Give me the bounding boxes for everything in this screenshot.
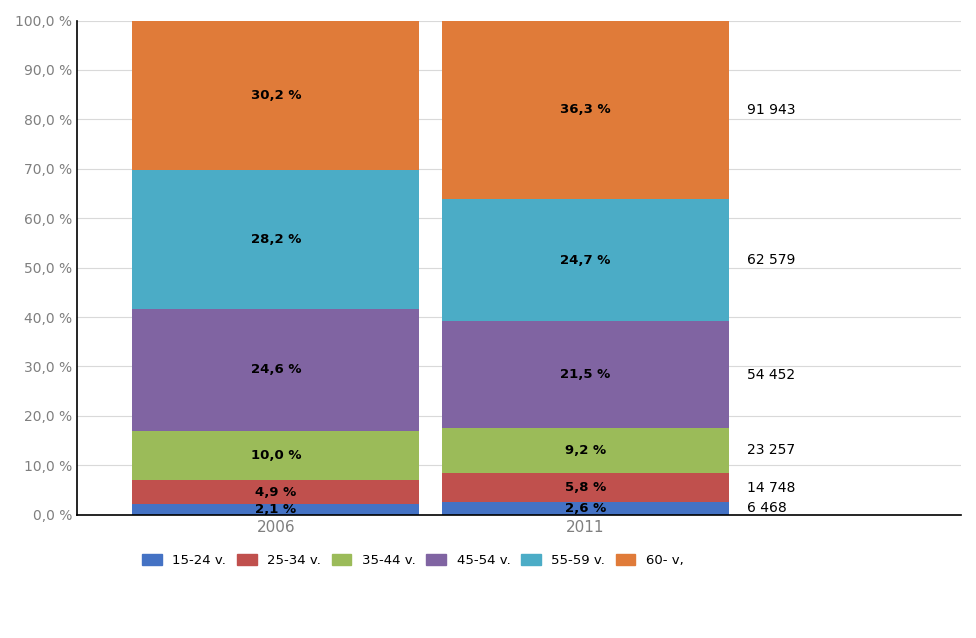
Text: 24,7 %: 24,7 % [560,254,610,267]
Bar [132,480,420,504]
Bar [441,20,729,200]
Text: 14 748: 14 748 [747,480,795,494]
Bar [441,502,729,515]
Text: 4,9 %: 4,9 % [255,486,297,499]
Text: 5,8 %: 5,8 % [564,481,606,494]
Bar [441,473,729,502]
Text: 24,6 %: 24,6 % [251,364,301,376]
Legend: 15-24 v., 25-34 v., 35-44 v., 45-54 v., 55-59 v., 60- v,: 15-24 v., 25-34 v., 35-44 v., 45-54 v., … [137,549,689,572]
Bar [132,309,420,431]
Text: 28,2 %: 28,2 % [251,233,301,246]
Text: 62 579: 62 579 [747,253,795,267]
Text: 23 257: 23 257 [747,443,794,457]
Text: 2,1 %: 2,1 % [256,503,297,516]
Bar [132,20,420,170]
Text: 9,2 %: 9,2 % [565,444,606,457]
Text: 10,0 %: 10,0 % [251,449,301,462]
Bar [132,504,420,515]
Text: 21,5 %: 21,5 % [560,368,610,381]
Bar [441,200,729,322]
Bar [132,431,420,480]
Bar [441,427,729,473]
Text: 2,6 %: 2,6 % [564,501,606,515]
Bar [132,170,420,309]
Text: 54 452: 54 452 [747,367,794,382]
Bar [441,322,729,427]
Text: 30,2 %: 30,2 % [251,89,301,101]
Text: 6 468: 6 468 [747,501,787,516]
Text: 36,3 %: 36,3 % [560,103,611,116]
Text: 91 943: 91 943 [747,103,795,117]
